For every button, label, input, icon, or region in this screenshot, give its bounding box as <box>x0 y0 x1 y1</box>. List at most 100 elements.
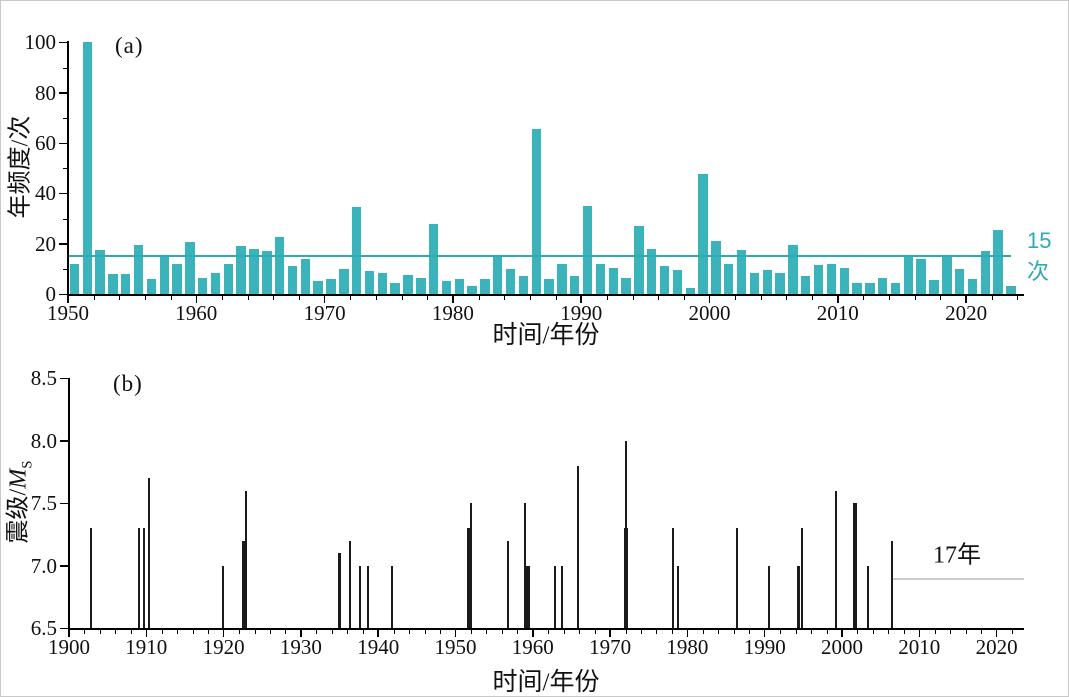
panel-a-x-minortick-1962 <box>221 296 223 300</box>
bar-1969 <box>313 281 323 294</box>
panel-a-y-tick-label-20: 20 <box>35 231 56 256</box>
bar-1981 <box>467 286 477 294</box>
stem-1938.7 <box>367 565 370 628</box>
panel-a-x-minortick-2016 <box>914 296 916 300</box>
panel-a-x-minortick-1956 <box>144 296 146 300</box>
panel-a-y-minortick-90 <box>63 67 67 69</box>
bar-1990 <box>582 205 593 294</box>
panel-b-x-tick-2010 <box>918 630 921 637</box>
panel-a-x-tick-1980 <box>452 296 454 303</box>
bar-1987 <box>544 278 554 294</box>
panel-b-x-tick-label-1910: 1910 <box>125 635 168 659</box>
panel-a-y-tick-80 <box>59 92 67 94</box>
panel-b-x-minortick-2008 <box>903 630 905 634</box>
stem-1994.8 <box>800 528 803 628</box>
panel-b-x-minortick-1906 <box>115 630 117 634</box>
bar-1975 <box>390 282 400 294</box>
magnitude-symbol: M <box>5 468 32 489</box>
panel-a-y-minortick-70 <box>63 117 67 119</box>
bar-1983 <box>493 256 503 294</box>
panel-b-x-minortick-1966 <box>579 630 581 634</box>
panel-a-x-minortick-1968 <box>298 296 300 300</box>
panel-a-x-minortick-1966 <box>273 296 275 300</box>
panel-b-x-tick-label-2000: 2000 <box>821 635 863 659</box>
panel-b-x-minortick-1932 <box>316 630 318 634</box>
panel-b-label: (b) <box>113 371 143 396</box>
bar-1952 <box>95 249 105 294</box>
stem-2006.5 <box>891 540 894 628</box>
bar-1950 <box>69 263 80 294</box>
bar-2018 <box>942 256 952 294</box>
panel-b-x-minortick-2018 <box>981 630 983 634</box>
bar-1957 <box>159 256 169 294</box>
panel-b-x-minortick-2004 <box>872 630 874 634</box>
panel-a-x-tick-label-2000: 2000 <box>688 301 731 325</box>
stem-1922.6 <box>241 540 246 628</box>
bar-2005 <box>775 272 785 294</box>
panel-b-x-axis <box>68 628 1024 630</box>
bar-1995 <box>647 248 657 294</box>
bar-2020 <box>967 278 978 294</box>
panel-b-x-minortick-1972 <box>625 630 627 634</box>
panel-b-y-tick-label-7: 7.0 <box>30 553 57 578</box>
panel-b-x-tick-label-2020: 2020 <box>975 635 1018 659</box>
stem-1990.5 <box>767 565 770 628</box>
stem-1959.4 <box>526 565 530 628</box>
panel-a-x-tick-2010 <box>837 296 839 303</box>
panel-a-x-minortick-1986 <box>529 296 531 300</box>
bar-1982 <box>480 278 490 294</box>
panel-b-x-minortick-1924 <box>254 630 256 634</box>
panel-b-y-axis-title: 震级/MS <box>1 461 36 544</box>
panel-a-x-minortick-1982 <box>478 296 480 300</box>
panel-b-y-tick-8 <box>60 440 68 442</box>
panel-b-x-minortick-1978 <box>671 630 673 634</box>
stem-1910.4 <box>148 478 151 628</box>
bar-2017 <box>929 280 939 294</box>
bar-1962 <box>223 263 234 294</box>
panel-b-y-axis <box>68 378 70 630</box>
bar-1997 <box>672 270 683 294</box>
stem-1999.2 <box>834 490 837 628</box>
panel-b-x-tick-1920 <box>222 630 225 637</box>
stem-2001.7 <box>852 503 858 628</box>
stem-1963.8 <box>561 565 564 628</box>
panel-a-y-tick-100 <box>59 41 67 44</box>
panel-b-x-minortick-1982 <box>702 630 704 634</box>
bar-2006 <box>788 244 798 294</box>
gap-17-years-label: 17年 <box>933 542 981 569</box>
panel-b-x-minortick-1948 <box>440 630 442 634</box>
panel-a-y-tick-label-0: 0 <box>45 282 57 306</box>
bar-1954 <box>121 273 131 294</box>
panel-a-x-minortick-1994 <box>632 296 634 300</box>
stem-1978.2 <box>672 528 675 628</box>
panel-b-x-axis-title: 时间/年份 <box>492 669 600 696</box>
stem-1962.9 <box>554 565 557 628</box>
bar-2007 <box>801 276 811 294</box>
panel-b-x-tick-label-1960: 1960 <box>511 635 554 659</box>
panel-a-x-minortick-2024 <box>1017 296 1019 300</box>
bar-2003 <box>749 272 760 294</box>
panel-b-x-tick-2000 <box>841 630 843 637</box>
panel-a-x-axis <box>67 294 1024 296</box>
panel-a-x-tick-label-2010: 2010 <box>816 301 859 325</box>
panel-b-y-tick-label-7.5: 7.5 <box>30 491 57 515</box>
panel-b-x-minortick-1958 <box>517 630 519 634</box>
stem-1951.7 <box>466 528 471 628</box>
bar-1959 <box>185 242 195 294</box>
panel-b-x-tick-label-1950: 1950 <box>434 635 477 659</box>
bar-1965 <box>262 251 272 294</box>
panel-b-x-minortick-1998 <box>826 630 828 634</box>
bar-2019 <box>954 268 965 294</box>
panel-a-x-minortick-2004 <box>760 296 762 300</box>
panel-b-x-minortick-1986 <box>733 630 735 634</box>
panel-b-x-tick-1980 <box>686 630 689 637</box>
stem-1956.8 <box>507 540 510 628</box>
bar-2011 <box>852 282 862 294</box>
panel-b-x-minortick-1952 <box>470 630 472 634</box>
panel-b-x-tick-label-1900: 1900 <box>48 635 90 659</box>
panel-b-x-minortick-1928 <box>285 630 287 634</box>
bar-2015 <box>903 255 914 294</box>
panel-a-y-tick-label-60: 60 <box>35 131 56 156</box>
